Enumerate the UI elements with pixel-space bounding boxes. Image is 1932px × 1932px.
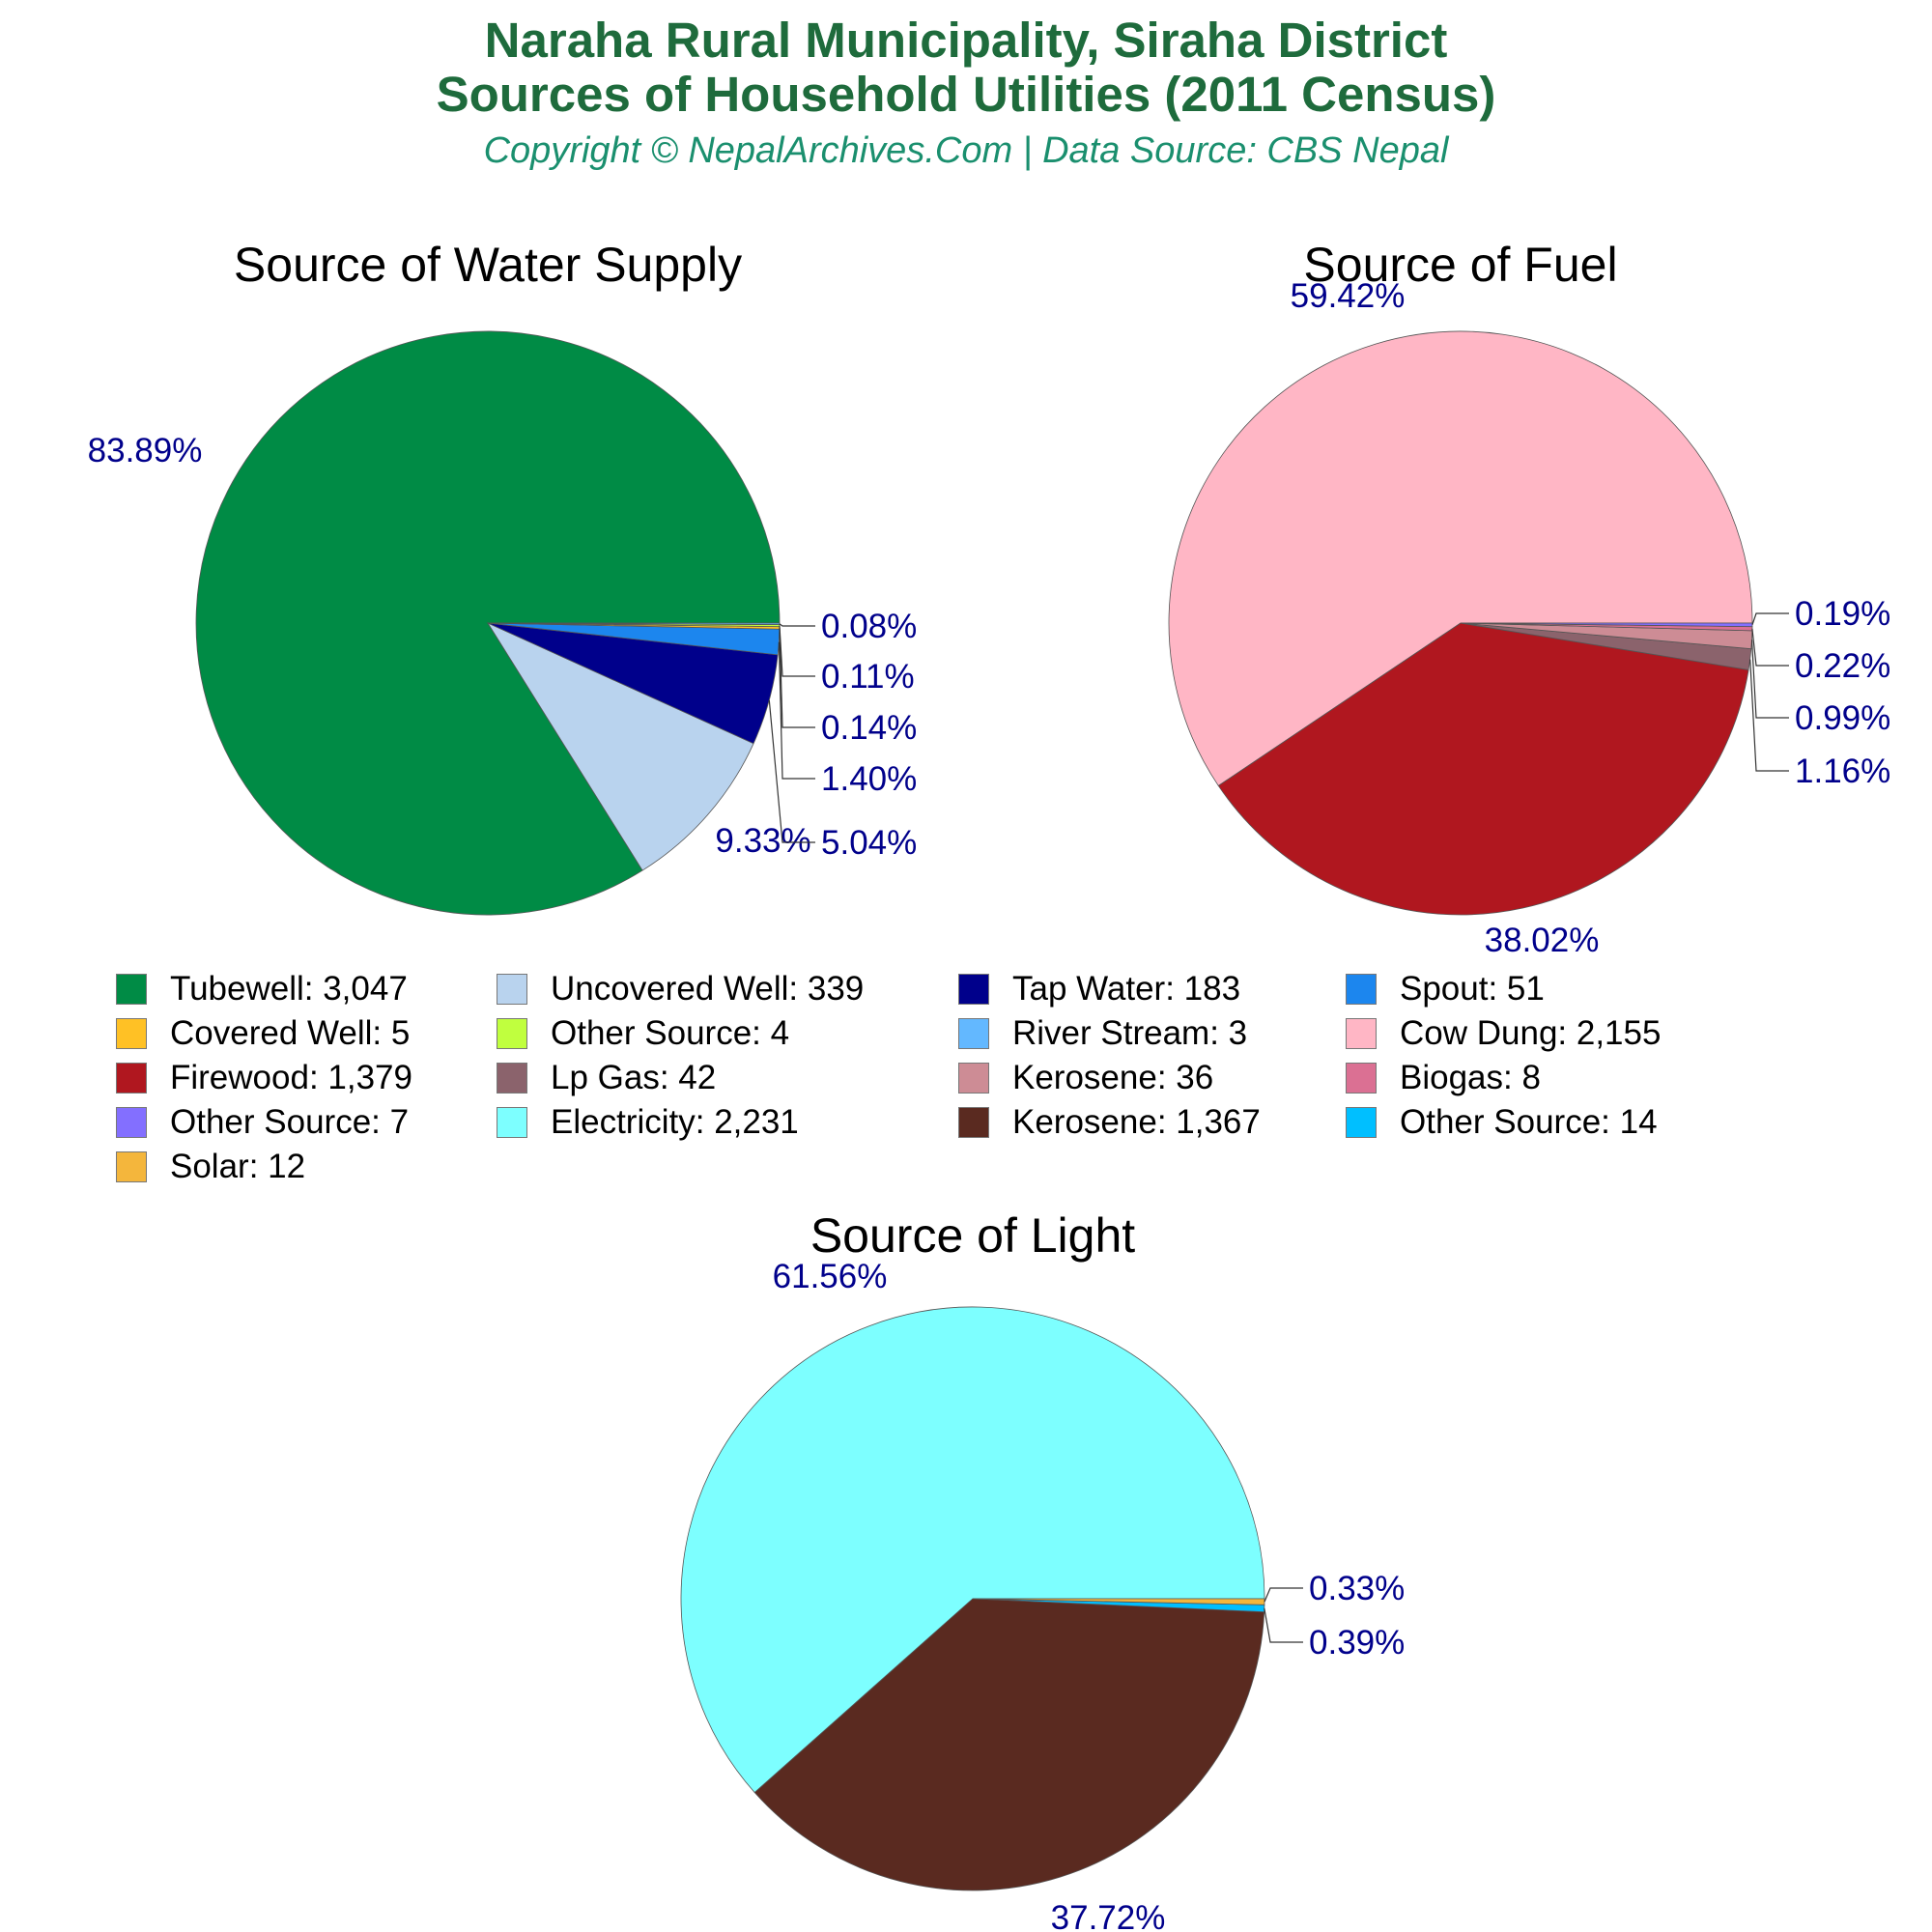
pie-slice — [486, 622, 754, 871]
leader-line — [778, 641, 815, 780]
slice-percent-label: 83.89% — [88, 432, 203, 469]
leader-line — [779, 627, 815, 728]
slice-percent-label: 0.14% — [821, 709, 917, 747]
slice-percent-label: 61.56% — [773, 1258, 888, 1295]
leader-line — [1750, 639, 1789, 719]
slice-percent-label: 1.16% — [1795, 753, 1890, 790]
slice-percent-label: 0.11% — [821, 658, 915, 696]
chart-title: Source of Light — [810, 1208, 1135, 1263]
pie-slice — [1168, 330, 1753, 786]
pie-slice — [680, 1306, 1265, 1794]
leader-line — [1751, 612, 1789, 625]
pie-slice — [487, 622, 781, 625]
chart-title: Source of Fuel — [1303, 238, 1617, 292]
copyright-subtitle: Copyright © NepalArchives.Com | Data Sou… — [483, 130, 1449, 171]
slice-percent-label: 5.04% — [821, 824, 917, 862]
leader-line — [1264, 1607, 1303, 1643]
leader-line — [1264, 1587, 1303, 1603]
slice-percent-label: 0.19% — [1795, 595, 1890, 633]
leader-line — [1749, 659, 1789, 772]
slice-percent-label: 9.33% — [715, 822, 810, 860]
page-title-line2: Sources of Household Utilities (2011 Cen… — [436, 67, 1496, 122]
slice-percent-label: 1.40% — [821, 760, 917, 798]
leader-line — [779, 625, 815, 677]
slice-percent-label: 0.08% — [821, 608, 917, 645]
slice-percent-label: 0.33% — [1309, 1570, 1405, 1607]
chart-title: Source of Water Supply — [234, 238, 742, 292]
pie-slice — [1217, 622, 1749, 916]
leader-line — [768, 699, 815, 843]
slice-percent-label: 37.72% — [1051, 1899, 1166, 1932]
pie-chart-1: Source of Water Supply 83.89% 9.33% 0.08% 0.… — [88, 238, 917, 916]
leader-line — [1751, 628, 1789, 667]
leader-line — [779, 623, 815, 627]
pie-slice — [753, 1598, 1265, 1891]
page-title-line1: Naraha Rural Municipality, Siraha Distri… — [484, 13, 1448, 68]
slice-percent-label: 0.39% — [1309, 1624, 1405, 1662]
slice-percent-label: 59.42% — [1291, 277, 1406, 315]
slice-percent-label: 0.99% — [1795, 699, 1890, 737]
slice-percent-label: 38.02% — [1485, 922, 1600, 959]
pie-slice — [972, 1598, 1265, 1605]
slice-percent-label: 0.22% — [1795, 647, 1890, 685]
